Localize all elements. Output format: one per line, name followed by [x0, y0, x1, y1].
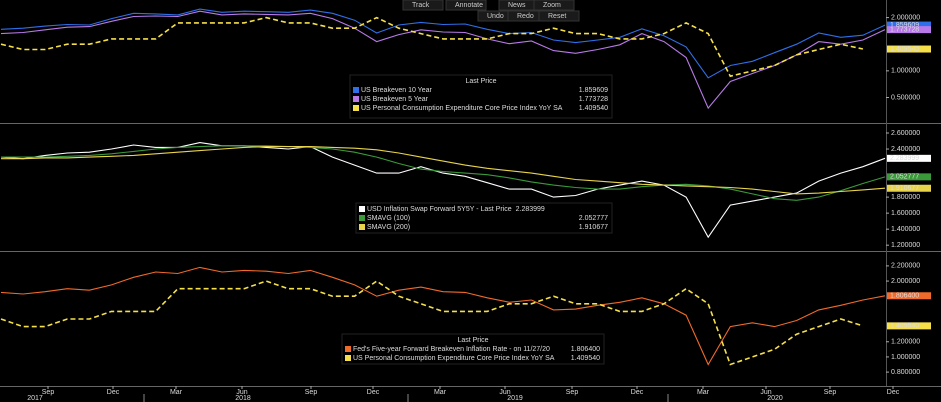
legend-swatch[interactable] — [345, 355, 351, 361]
legend-label: US Personal Consumption Expenditure Core… — [361, 105, 563, 112]
y-tick-label: 1.000000 — [891, 354, 920, 361]
x-tick-label: Jun — [236, 389, 247, 396]
toolbar-label[interactable]: Reset — [548, 13, 566, 20]
legend-swatch[interactable] — [359, 215, 365, 221]
toolbar-label[interactable]: Annotate — [455, 2, 483, 9]
last-value-label: 1.409540 — [890, 323, 919, 330]
legend-box — [349, 74, 613, 119]
legend-title: Last Price — [465, 78, 496, 85]
toolbar-button[interactable] — [533, 0, 575, 11]
y-tick-label: 2.000000 — [891, 14, 920, 21]
legend-swatch[interactable] — [353, 96, 359, 102]
x-tick-label: Sep — [42, 389, 55, 396]
series-line — [0, 280, 864, 366]
x-tick-label: Sep — [566, 389, 579, 396]
last-value-label: 1.773728 — [890, 26, 919, 33]
last-value-flag — [887, 21, 931, 29]
toolbar-label[interactable]: Zoom — [543, 2, 561, 9]
y-tick-label: 2.200000 — [891, 263, 920, 270]
legend-swatch[interactable] — [359, 206, 365, 212]
last-value-label: 1.409540 — [890, 46, 919, 53]
y-tick-label: 2.600000 — [891, 130, 920, 137]
series-line — [0, 10, 886, 110]
series-line — [0, 16, 864, 78]
toolbar-label[interactable]: News — [508, 2, 526, 9]
x-tick-label: Jun — [499, 389, 510, 396]
y-tick-label: 2.400000 — [891, 146, 920, 153]
toolbar-label[interactable]: Track — [412, 2, 430, 9]
legend-value: 1.773728 — [579, 96, 608, 103]
y-tick-label: 1.600000 — [891, 210, 920, 217]
legend-box — [341, 333, 605, 365]
x-tick-label: Dec — [367, 389, 380, 396]
last-value-flag — [887, 173, 931, 181]
x-tick-label: Dec — [887, 389, 900, 396]
last-value-flag — [887, 292, 931, 300]
x-tick-label: Mar — [170, 389, 183, 396]
y-tick-label: 1.000000 — [891, 68, 920, 75]
legend-swatch[interactable] — [353, 87, 359, 93]
x-tick-label: Sep — [824, 389, 837, 396]
y-tick-label: 2.000000 — [891, 278, 920, 285]
legend-value: 1.859609 — [579, 87, 608, 94]
y-tick-label: 1.200000 — [891, 339, 920, 346]
legend-swatch[interactable] — [359, 224, 365, 230]
legend-label: US Breakeven 10 Year — [361, 87, 432, 94]
x-year-label: 2017 — [27, 395, 43, 402]
legend-value: 2.283999 — [516, 206, 545, 213]
x-year-label: 2018 — [235, 395, 251, 402]
last-value-label: 1.910677 — [890, 185, 919, 192]
legend-value: 1.910677 — [579, 224, 608, 231]
legend-label: US Personal Consumption Expenditure Core… — [353, 355, 555, 362]
series-line — [1, 146, 886, 195]
x-year-label: 2020 — [767, 395, 783, 402]
y-tick-label: 1.200000 — [891, 242, 920, 249]
last-value-flag — [887, 26, 931, 34]
x-tick-label: Dec — [107, 389, 120, 396]
last-value-flag — [887, 184, 931, 192]
legend-swatch[interactable] — [353, 105, 359, 111]
toolbar: Track Annotate News Zoom Undo Redo Reset — [402, 0, 580, 22]
toolbar-button[interactable] — [538, 10, 580, 22]
y-tick-label: 1.800000 — [891, 194, 920, 201]
last-value-label: 2.283999 — [890, 155, 919, 162]
last-value-label: 2.052777 — [890, 174, 919, 181]
toolbar-button[interactable] — [402, 0, 444, 11]
series-line — [0, 142, 886, 239]
last-value-label: 1.806400 — [890, 293, 919, 300]
x-tick-label: Mar — [434, 389, 447, 396]
legend-label: Fed's Five-year Forward Breakeven Inflat… — [353, 346, 550, 353]
legend-label: US Breakeven 5 Year — [361, 96, 429, 103]
legend-value: 1.409540 — [571, 355, 600, 362]
x-tick-label: Mar — [697, 389, 710, 396]
x-year-label: 2019 — [507, 395, 523, 402]
last-value-flag — [887, 45, 931, 53]
y-tick-label: 0.500000 — [891, 94, 920, 101]
toolbar-button[interactable] — [445, 0, 487, 11]
series-line — [0, 8, 886, 79]
legend-box — [355, 202, 613, 234]
x-tick-label: Jun — [760, 389, 771, 396]
legend-label: USD Inflation Swap Forward 5Y5Y - Last P… — [367, 206, 512, 213]
legend-label: SMAVG (200) — [367, 224, 410, 231]
last-value-label: 1.859609 — [890, 22, 919, 29]
x-tick-label: Dec — [631, 389, 644, 396]
legend-value: 1.409540 — [579, 105, 608, 112]
legend-value: 2.052777 — [579, 215, 608, 222]
series-line — [0, 266, 886, 366]
legend-value: 1.806400 — [571, 346, 600, 353]
y-tick-label: 0.800000 — [891, 369, 920, 376]
x-tick-label: Sep — [305, 389, 318, 396]
y-tick-label: 1.400000 — [891, 226, 920, 233]
last-value-flag — [887, 154, 931, 162]
last-value-flag — [887, 322, 931, 330]
legend-title: Last Price — [457, 337, 488, 344]
toolbar-label[interactable]: Undo — [487, 13, 504, 20]
legend-swatch[interactable] — [345, 346, 351, 352]
series-line — [1, 145, 886, 201]
legend-label: SMAVG (100) — [367, 215, 410, 222]
toolbar-label[interactable]: Redo — [517, 13, 534, 20]
